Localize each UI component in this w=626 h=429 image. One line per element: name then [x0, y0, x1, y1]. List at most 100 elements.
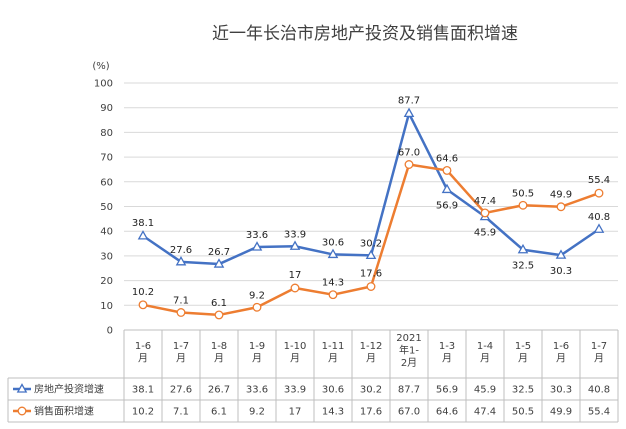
y-tick-label: 40: [100, 227, 113, 238]
data-label: 30.6: [322, 237, 344, 248]
data-label: 6.1: [211, 298, 227, 309]
data-point: [214, 310, 224, 320]
x-category-label: 1-9 月: [249, 341, 265, 365]
x-category-label: 1-8 月: [211, 341, 227, 365]
data-label: 33.9: [284, 229, 306, 240]
data-point: [366, 282, 376, 291]
table-cell-value: 50.5: [512, 407, 534, 418]
data-point: [441, 183, 453, 194]
data-label: 33.6: [246, 230, 268, 241]
table-cell-value: 67.0: [398, 407, 420, 418]
x-category-label: 1-11 月: [322, 341, 345, 365]
x-category-label: 1-7 月: [173, 341, 189, 365]
legend-series-name: 房地产投资增速: [34, 383, 104, 396]
x-category-label: 1-10 月: [284, 341, 307, 365]
x-category-label: 1-4 月: [477, 341, 493, 365]
x-category-label: 1-12 月: [360, 341, 383, 365]
table-cell-value: 17: [289, 407, 302, 418]
x-category-label: 1-5 月: [515, 341, 531, 365]
y-tick-label: 60: [100, 177, 113, 188]
x-category-label: 1-7 月: [591, 341, 607, 365]
data-point: [290, 283, 300, 293]
table-cell-value: 6.1: [211, 407, 227, 418]
data-label: 49.9: [550, 190, 572, 201]
data-point: [175, 255, 187, 266]
data-label: 40.8: [588, 212, 610, 223]
data-point: [176, 308, 186, 317]
y-tick-label: 70: [100, 153, 113, 164]
y-axis-ticks: 0 10 20 30 40 50 60 70 80 90 100: [94, 79, 113, 337]
table-cell-value: 30.6: [322, 385, 344, 396]
table-cell-value: 26.7: [208, 385, 230, 396]
gridlines: [124, 82, 618, 331]
data-label: 67.0: [398, 148, 420, 159]
data-point: [289, 240, 301, 250]
data-label: 26.7: [208, 247, 230, 258]
table-cell-value: 40.8: [588, 385, 610, 396]
data-label: 30.2: [360, 238, 382, 249]
table-cell-value: 7.1: [173, 407, 189, 418]
y-tick-label: 90: [100, 103, 113, 114]
table-cell-value: 38.1: [132, 385, 154, 396]
data-point: [403, 107, 415, 118]
legend-swatch-marker: [16, 383, 28, 393]
data-point: [442, 165, 452, 175]
x-category-label: 1-6 月: [553, 341, 569, 365]
x-category-label: 1-6 月: [135, 341, 151, 365]
data-point: [404, 160, 414, 169]
data-label: 64.6: [436, 153, 458, 164]
x-category-label: 1-3 月: [439, 341, 455, 365]
data-label: 27.6: [170, 245, 192, 256]
data-point: [328, 290, 338, 300]
table-cell-value: 10.2: [132, 407, 154, 418]
table-cell-value: 27.6: [170, 385, 192, 396]
table-cell-value: 47.4: [474, 407, 496, 418]
y-tick-label: 20: [100, 276, 113, 287]
legend-swatch-marker: [17, 406, 27, 416]
table-cell-value: 33.9: [284, 385, 306, 396]
chart-title: 近一年长治市房地产投资及销售面积增速: [212, 24, 518, 44]
y-axis-unit-label: (%): [92, 61, 109, 72]
table-cell-value: 45.9: [474, 385, 496, 396]
table-cell-value: 64.6: [436, 407, 458, 418]
data-label: 17: [289, 270, 302, 281]
table-cell-value: 30.3: [550, 385, 572, 396]
data-point: [593, 223, 605, 233]
data-point: [556, 202, 566, 212]
table-cell-value: 55.4: [588, 407, 610, 418]
data-label: 9.2: [249, 290, 265, 301]
y-tick-label: 10: [100, 301, 113, 312]
data-label: 17.6: [360, 269, 382, 280]
series-group: 38.1 27.6 26.7 33.6 33.9 30.6 30.2 87.7 56.9 45.9…: [132, 95, 610, 320]
data-point: [365, 249, 377, 260]
y-tick-label: 80: [100, 128, 113, 139]
table-cell-value: 17.6: [360, 407, 382, 418]
data-point: [251, 241, 263, 251]
data-label: 38.1: [132, 218, 154, 229]
data-label: 56.9: [436, 200, 458, 211]
data-point: [518, 200, 528, 210]
data-point: [517, 243, 529, 254]
data-table: 1-6 月 1-7 月 1-8 月 1-9 月 1-10 月 1-11 月 1-12 月 2021 年1-2月…: [7, 329, 619, 423]
data-point: [555, 249, 567, 259]
data-label: 30.3: [550, 266, 572, 277]
y-tick-label: 0: [107, 326, 113, 337]
data-point: [594, 188, 604, 198]
data-point: [252, 302, 262, 312]
data-label: 7.1: [173, 295, 189, 306]
x-category-label: 2021 年1-2月: [396, 333, 421, 369]
data-label: 14.3: [322, 278, 344, 289]
data-label: 32.5: [512, 261, 534, 272]
table-cell-value: 49.9: [550, 407, 572, 418]
table-cell-value: 32.5: [512, 385, 534, 396]
table-cell-value: 87.7: [398, 385, 420, 396]
y-tick-label: 30: [100, 251, 113, 262]
table-cell-value: 14.3: [322, 407, 344, 418]
y-tick-label: 100: [94, 79, 113, 90]
legend-series-name: 销售面积增速: [34, 405, 94, 418]
data-point: [213, 258, 225, 268]
data-label: 47.4: [474, 196, 496, 207]
table-cell-value: 33.6: [246, 385, 268, 396]
table-cell-value: 56.9: [436, 385, 458, 396]
